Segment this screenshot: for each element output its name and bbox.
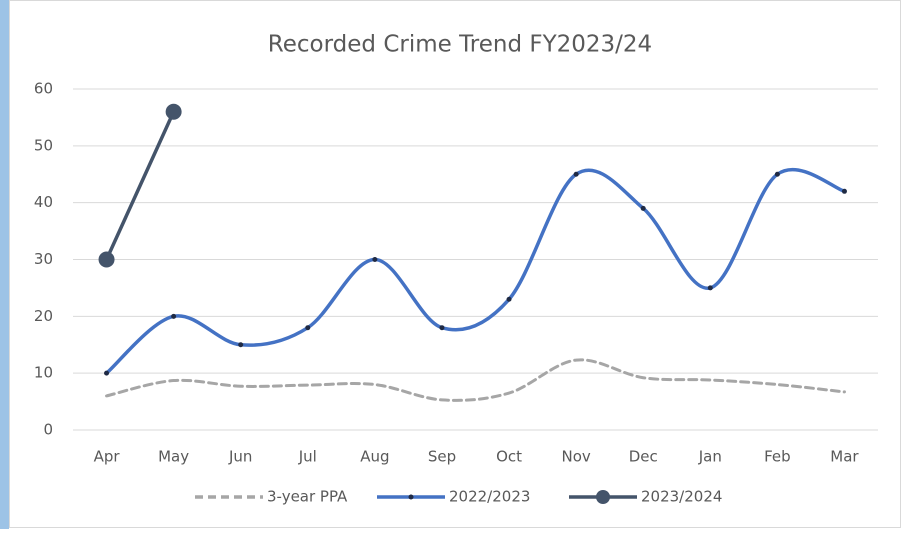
legend-marker [408,494,414,500]
point-marker [165,103,182,120]
point-marker [640,205,646,211]
series-line [105,358,846,402]
point-marker [98,251,115,268]
x-tick-label: Feb [764,448,791,466]
x-tick-label: Jun [228,448,252,466]
x-tick-label: Aug [360,448,389,466]
side-stripe [0,0,9,529]
point-marker [774,171,780,177]
point-marker [707,285,713,291]
point-marker [171,313,177,319]
point-marker [573,171,579,177]
y-tick-label: 0 [43,421,53,439]
x-tick-label: Dec [629,448,658,466]
point-marker [305,325,311,331]
y-tick-label: 50 [34,136,53,154]
y-tick-label: 40 [34,193,53,211]
legend-label: 2023/2024 [641,488,722,506]
series-line [104,109,176,262]
point-marker [841,188,847,194]
x-tick-label: Mar [830,448,859,466]
y-tick-label: 60 [34,80,53,98]
y-tick-label: 20 [34,307,53,325]
x-tick-label: Oct [496,448,522,466]
point-marker [506,296,512,302]
point-marker [439,325,445,331]
point-marker [372,257,378,262]
x-tick-label: May [158,448,189,466]
x-tick-label: Nov [561,448,590,466]
legend-label: 2022/2023 [449,488,530,506]
y-tick-label: 30 [34,250,53,268]
x-tick-label: Apr [94,448,121,466]
x-tick-label: Jul [298,448,317,466]
x-tick-label: Jan [698,448,722,466]
point-marker [104,370,110,376]
chart-title: Recorded Crime Trend FY2023/24 [268,32,652,58]
legend-label: 3-year PPA [267,488,348,506]
frame [9,0,901,528]
point-marker [238,342,244,348]
legend-marker [596,490,610,504]
y-tick-label: 10 [34,364,53,382]
x-tick-label: Sep [428,448,456,466]
